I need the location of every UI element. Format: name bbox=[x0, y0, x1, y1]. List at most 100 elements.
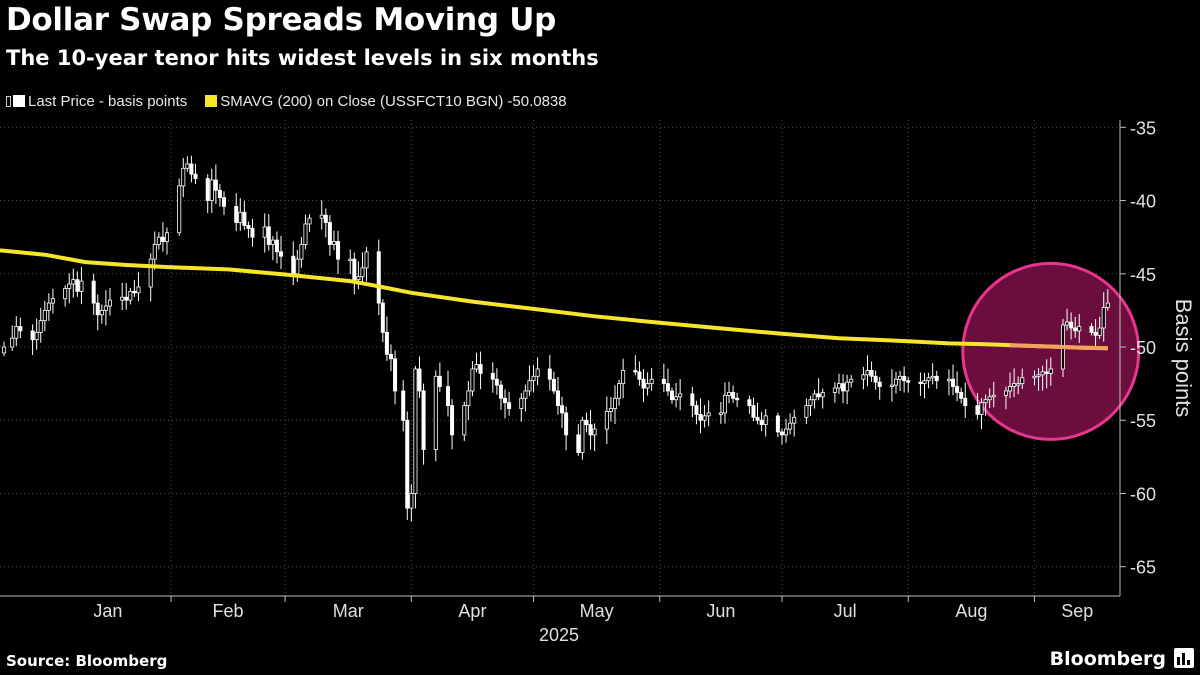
candlestick bbox=[621, 358, 626, 399]
candlestick bbox=[136, 271, 141, 302]
candle-body bbox=[836, 383, 841, 389]
candle-body bbox=[384, 331, 389, 355]
candlestick bbox=[279, 235, 284, 270]
candle-body bbox=[674, 396, 679, 401]
candlestick bbox=[352, 252, 357, 295]
candlestick bbox=[946, 369, 951, 396]
candle-body bbox=[380, 302, 385, 333]
candle-body bbox=[128, 290, 133, 301]
candle-body bbox=[1012, 383, 1017, 387]
candlestick bbox=[67, 273, 72, 304]
candlestick bbox=[784, 418, 789, 443]
candlestick bbox=[698, 398, 703, 434]
chart-title: Dollar Swap Spreads Moving Up bbox=[6, 2, 557, 38]
candlestick bbox=[836, 373, 841, 395]
candlestick bbox=[926, 372, 931, 389]
candle-body bbox=[820, 392, 825, 398]
candlestick bbox=[266, 214, 271, 251]
candlestick bbox=[951, 364, 956, 396]
candle-body bbox=[124, 296, 129, 301]
x-tick-label: Jan bbox=[93, 601, 122, 621]
candle-body bbox=[617, 383, 622, 399]
candle-body bbox=[547, 368, 552, 380]
candle-body bbox=[670, 390, 675, 401]
candlestick bbox=[177, 178, 182, 236]
candlestick bbox=[592, 423, 597, 451]
candle-body bbox=[955, 386, 960, 393]
candle-body bbox=[845, 381, 850, 392]
candlestick bbox=[213, 164, 218, 204]
x-tick-label: Apr bbox=[458, 601, 486, 621]
candle-body bbox=[156, 236, 161, 245]
candlestick bbox=[694, 400, 699, 425]
candle-body bbox=[360, 267, 365, 278]
candlestick bbox=[706, 400, 711, 427]
candle-body bbox=[894, 378, 899, 386]
candle-body bbox=[555, 390, 560, 407]
sma-series bbox=[0, 248, 1108, 351]
candle-body bbox=[1032, 375, 1037, 379]
candlestick bbox=[470, 361, 475, 397]
candlestick bbox=[523, 384, 528, 412]
candle-body bbox=[177, 185, 182, 234]
candle-body bbox=[584, 419, 589, 426]
candlestick bbox=[18, 317, 23, 339]
candle-body bbox=[1077, 326, 1082, 332]
x-tick-label: Mar bbox=[333, 601, 364, 621]
candlestick bbox=[221, 191, 226, 216]
candlestick bbox=[922, 372, 927, 399]
candlestick bbox=[217, 184, 222, 207]
candlestick bbox=[519, 393, 524, 422]
candle-body bbox=[507, 402, 512, 409]
candlestick bbox=[580, 416, 585, 460]
candle-body bbox=[478, 364, 483, 374]
candle-body bbox=[604, 411, 609, 430]
candlestick bbox=[1048, 357, 1053, 386]
candlestick bbox=[120, 282, 125, 310]
candle-body bbox=[132, 290, 137, 294]
candlestick bbox=[535, 357, 540, 386]
candle-body bbox=[413, 368, 418, 494]
candlestick bbox=[963, 382, 968, 418]
candle-body bbox=[246, 225, 251, 229]
candle-body bbox=[433, 375, 438, 450]
candle-body bbox=[437, 375, 442, 387]
candle-body bbox=[975, 405, 980, 415]
candlestick bbox=[303, 214, 308, 250]
candlestick bbox=[234, 193, 239, 232]
candlestick bbox=[209, 168, 214, 214]
candlestick bbox=[832, 382, 837, 403]
candle-body bbox=[951, 378, 956, 387]
candlestick bbox=[503, 389, 508, 419]
candle-body bbox=[79, 280, 84, 292]
candlestick bbox=[641, 369, 646, 402]
candlestick bbox=[393, 350, 398, 405]
candle-body bbox=[877, 381, 882, 387]
candlestick bbox=[906, 376, 911, 393]
candlestick bbox=[930, 363, 935, 385]
candle-body bbox=[107, 299, 112, 307]
candle-body bbox=[30, 330, 35, 341]
candle-body bbox=[812, 393, 817, 401]
x-tick-label: Jul bbox=[834, 601, 857, 621]
candle-body bbox=[991, 394, 996, 398]
candle-body bbox=[1003, 390, 1008, 396]
candle-body bbox=[576, 434, 581, 453]
candlestick bbox=[873, 370, 878, 390]
candlestick bbox=[690, 386, 695, 418]
candle-body bbox=[1069, 321, 1074, 329]
x-tick-label: Sep bbox=[1061, 601, 1093, 621]
y-tick-label: -65 bbox=[1130, 558, 1156, 578]
chart-subtitle: The 10-year tenor hits widest levels in … bbox=[6, 46, 599, 70]
bloomberg-logo-icon bbox=[1174, 648, 1194, 668]
candle-body bbox=[722, 394, 727, 414]
candlestick bbox=[1065, 308, 1070, 331]
candlestick bbox=[702, 405, 707, 428]
candle-body bbox=[356, 276, 361, 281]
candle-body bbox=[234, 206, 239, 223]
candlestick bbox=[46, 293, 51, 321]
candlestick bbox=[718, 402, 723, 424]
candle-body bbox=[409, 493, 414, 509]
candle-body bbox=[1008, 386, 1013, 392]
